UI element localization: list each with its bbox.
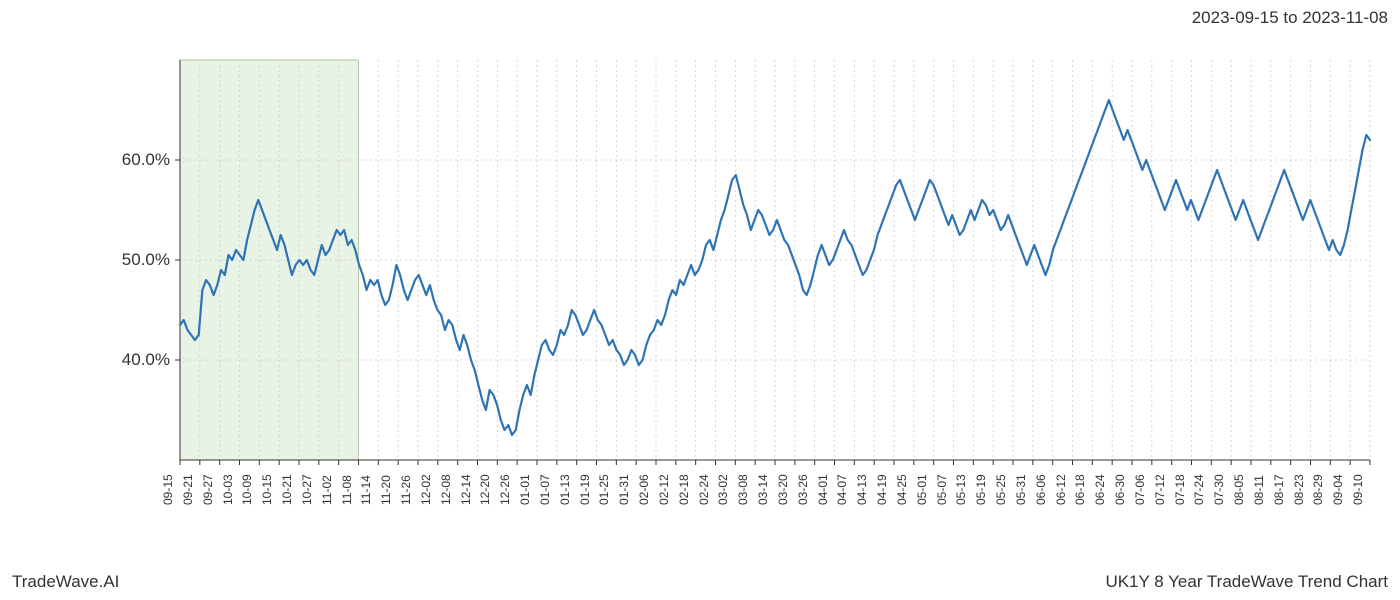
footer-brand: TradeWave.AI [12,572,119,592]
x-tick-label: 02-24 [697,474,711,505]
x-tick-label: 01-07 [538,474,552,505]
x-tick-label: 04-01 [816,474,830,505]
x-tick-label: 12-14 [459,474,473,505]
x-tick-label: 06-30 [1113,474,1127,505]
x-tick-label: 01-31 [617,474,631,505]
x-tick-label: 04-07 [835,474,849,505]
x-tick-label: 08-29 [1311,474,1325,505]
x-tick-label: 03-02 [716,474,730,505]
x-tick-label: 10-09 [240,474,254,505]
x-tick-label: 01-19 [578,474,592,505]
x-tick-label: 07-18 [1173,474,1187,505]
footer-title: UK1Y 8 Year TradeWave Trend Chart [1105,572,1388,592]
x-tick-label: 07-30 [1212,474,1226,505]
x-tick-label: 10-21 [280,474,294,505]
y-tick-label: 60.0% [110,150,170,170]
x-tick-label: 04-19 [875,474,889,505]
x-tick-label: 06-06 [1034,474,1048,505]
x-tick-label: 02-12 [657,474,671,505]
x-tick-label: 10-27 [300,474,314,505]
x-tick-label: 12-20 [478,474,492,505]
x-tick-label: 02-18 [677,474,691,505]
x-tick-label: 06-12 [1054,474,1068,505]
x-tick-label: 08-11 [1252,475,1266,505]
x-tick-label: 10-03 [221,474,235,505]
x-tick-label: 07-06 [1133,474,1147,505]
x-tick-label: 11-08 [340,475,354,505]
x-tick-label: 09-10 [1351,474,1365,505]
x-tick-label: 01-01 [518,474,532,505]
x-tick-label: 09-04 [1331,474,1345,505]
chart-container: 2023-09-15 to 2023-11-08 40.0% 50.0% 60.0%… [0,0,1400,600]
x-tick-label: 01-25 [597,474,611,505]
x-tick-label: 11-02 [320,475,334,505]
x-tick-label: 12-08 [439,474,453,505]
y-tick-label: 50.0% [110,250,170,270]
x-tick-label: 06-24 [1093,474,1107,505]
y-tick-label: 40.0% [110,350,170,370]
x-tick-label: 09-15 [161,474,175,505]
x-tick-label: 05-13 [954,474,968,505]
x-tick-label: 05-25 [994,474,1008,505]
x-tick-label: 05-07 [935,474,949,505]
x-tick-label: 04-13 [855,474,869,505]
x-tick-label: 06-18 [1073,474,1087,505]
x-tick-label: 05-31 [1014,474,1028,505]
x-tick-label: 11-14 [359,475,373,505]
x-tick-label: 02-06 [637,474,651,505]
x-tick-label: 04-25 [895,474,909,505]
x-tick-label: 11-26 [399,475,413,505]
x-tick-label: 07-24 [1192,474,1206,505]
date-range-label: 2023-09-15 to 2023-11-08 [1192,8,1388,28]
x-tick-label: 03-08 [736,474,750,505]
x-tick-label: 12-02 [419,474,433,505]
x-tick-label: 03-26 [796,474,810,505]
x-tick-label: 05-01 [915,474,929,505]
x-tick-label: 09-27 [201,474,215,505]
x-tick-label: 03-14 [756,474,770,505]
x-tick-label: 11-20 [379,475,393,505]
x-tick-label: 12-26 [498,474,512,505]
x-tick-label: 10-15 [260,474,274,505]
x-tick-label: 03-20 [776,474,790,505]
x-tick-label: 08-17 [1272,474,1286,505]
x-tick-label: 07-12 [1153,474,1167,505]
x-tick-label: 01-13 [558,474,572,505]
x-tick-label: 08-05 [1232,474,1246,505]
x-tick-label: 08-23 [1292,474,1306,505]
x-tick-label: 05-19 [974,474,988,505]
x-tick-label: 09-21 [181,474,195,505]
chart-svg [0,0,1400,600]
